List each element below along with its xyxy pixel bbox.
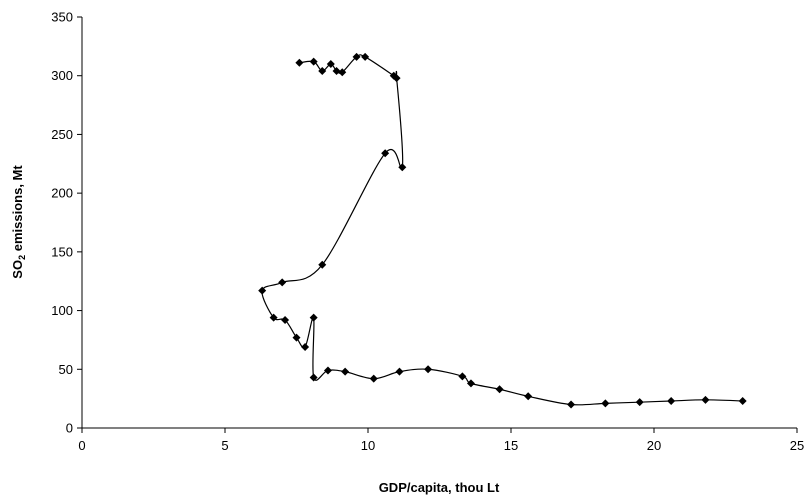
data-point — [318, 260, 327, 269]
data-point — [318, 67, 327, 76]
data-point — [258, 286, 267, 295]
data-point — [338, 68, 347, 77]
data-point — [667, 396, 676, 405]
data-point — [466, 379, 475, 388]
y-tick-label: 0 — [66, 421, 73, 436]
data-point — [332, 67, 341, 76]
data-point — [398, 163, 407, 172]
y-tick-label: 150 — [51, 244, 73, 259]
data-point — [524, 392, 533, 401]
data-point — [269, 313, 278, 322]
data-point — [295, 58, 304, 67]
data-point — [326, 59, 335, 68]
x-tick-label: 5 — [221, 438, 228, 453]
data-point — [369, 374, 378, 383]
data-point — [395, 367, 404, 376]
data-point — [567, 400, 576, 409]
data-point — [635, 398, 644, 407]
data-point — [701, 395, 710, 404]
x-tick-label: 15 — [504, 438, 518, 453]
series-group — [258, 52, 747, 409]
data-point — [323, 366, 332, 375]
data-point — [281, 315, 290, 324]
data-point — [301, 342, 310, 351]
y-tick-label: 100 — [51, 303, 73, 318]
data-point — [495, 385, 504, 394]
y-tick-label: 350 — [51, 10, 73, 25]
series-line — [261, 54, 743, 406]
data-point — [424, 365, 433, 374]
x-axis-ticks: 0 5 10 15 20 25 — [78, 428, 804, 453]
data-point — [341, 367, 350, 376]
data-point — [381, 149, 390, 158]
data-point — [309, 373, 318, 382]
data-point — [352, 52, 361, 61]
y-tick-label: 250 — [51, 127, 73, 142]
x-tick-label: 20 — [647, 438, 661, 453]
data-point — [458, 372, 467, 381]
y-tick-label: 300 — [51, 68, 73, 83]
data-point — [278, 278, 287, 287]
x-tick-label: 10 — [361, 438, 375, 453]
y-tick-label: 50 — [59, 362, 73, 377]
x-axis-title: GDP/capita, thou Lt — [379, 480, 500, 495]
data-point — [309, 313, 318, 322]
data-point — [601, 399, 610, 408]
x-tick-label: 0 — [78, 438, 85, 453]
y-axis-ticks: 0 50 100 150 200 250 300 350 — [51, 10, 82, 436]
y-axis-title: SO2 emissions, Mt — [10, 165, 27, 279]
data-point — [738, 396, 747, 405]
data-point — [361, 52, 370, 61]
data-point — [292, 333, 301, 342]
x-tick-label: 25 — [790, 438, 804, 453]
data-point — [309, 57, 318, 66]
data-point — [392, 74, 401, 83]
axes — [81, 17, 797, 429]
y-tick-label: 200 — [51, 186, 73, 201]
